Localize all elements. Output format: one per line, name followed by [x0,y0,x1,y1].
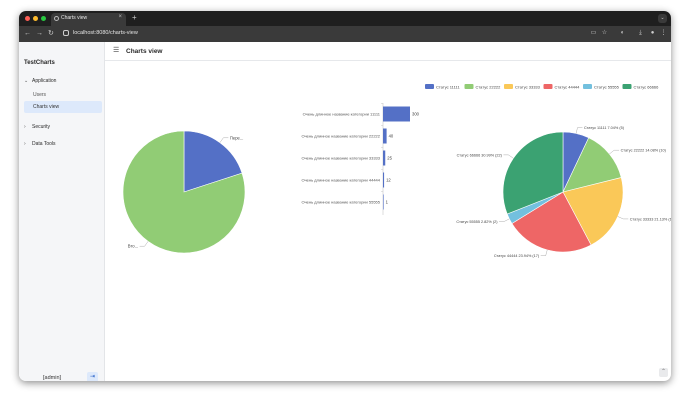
reload-button[interactable]: ↻ [48,30,54,37]
legend-item[interactable]: Статус 11111 [436,84,460,89]
bar[interactable] [383,106,410,122]
forward-button[interactable]: → [36,30,43,37]
nav-group-security[interactable]: › Security [24,124,50,130]
sidebar-item-charts-view[interactable]: Charts view [24,101,102,113]
chevron-right-icon: › [24,141,26,147]
nav-group-label: Security [32,124,51,130]
site-info-icon[interactable] [63,30,69,36]
profile-icon[interactable]: ● [650,30,655,36]
bar[interactable] [383,128,387,144]
slice-label: Статус 44444 23.94% (17) [494,254,540,258]
bar[interactable] [383,172,385,188]
pie-slice[interactable] [183,130,243,193]
chevron-down-icon: ⌄ [24,78,29,84]
legend-item[interactable]: Статус 44444 [555,84,581,89]
page-title: Charts view [126,48,163,55]
category-label: Очень длинное название категории 33333 [301,156,380,161]
pie-slice[interactable] [502,131,564,215]
browser-window: Charts view × + ⌄ ← → ↻ localhost:8080/c… [19,11,671,381]
legend-swatch[interactable] [464,84,474,89]
more-options-icon[interactable]: ⋮ [660,30,667,36]
bookmark-star-icon[interactable]: ☆ [601,30,608,36]
sidebar-item-label: Charts view [33,104,60,110]
value-label: 12 [386,178,391,183]
bar-chart: Очень длинное название категории 11111 30… [301,103,420,215]
value-label: 25 [387,156,392,161]
browser-toolbar: ← → ↻ localhost:8080/charts-view ▭ ☆ ◐ ⤓… [19,26,671,42]
pie-chart-2: Статус 11111 7.04% (5) Статус 22222 14.08… [456,126,671,258]
bar[interactable] [383,150,386,166]
legend-swatch[interactable] [583,84,592,89]
address-bar[interactable]: localhost:8080/charts-view [61,28,616,40]
category-label: Очень длинное название категории 22222 [301,134,380,139]
minimize-window-icon[interactable] [33,16,38,21]
url-text[interactable]: localhost:8080/charts-view [73,30,138,36]
sidebar-item-users[interactable]: Users [24,89,102,101]
nav-group-application[interactable]: ⌄ Application [24,78,56,84]
tab-search-button[interactable]: ⌄ [658,14,667,23]
category-label: Очень длинное название категории 44444 [301,178,380,183]
charts-canvas: Пере... Вто... Очень длинное название кат… [122,84,671,258]
pie-slice[interactable] [562,137,622,193]
category-label: Очень длинное название категории 55555 [301,200,380,205]
slice-label: Статус 33333 21.13% (15) [630,217,671,221]
charts-area: Пере... Вто... Очень длинное название кат… [105,61,671,381]
slice-label: Пере... [230,135,244,140]
sidebar-item-label: Users [33,92,47,98]
slice-label: Статус 66666 30.99% (22) [457,153,503,157]
sidebar: TestCharts ⌄ Application Users Charts vie… [19,42,105,381]
current-user: [admin] [43,375,62,381]
nav-group-label: Application [32,78,57,84]
tab-close-icon[interactable]: × [118,14,122,20]
page-header: ☰ Charts view [105,42,671,61]
logout-button[interactable]: ⇥ [87,372,98,381]
close-window-icon[interactable] [25,16,30,21]
legend-swatch[interactable] [543,84,553,89]
legend-item[interactable]: Статус 33333 [515,84,541,89]
category-label: Очень длинное название категории 11111 [303,112,381,117]
value-label: 300 [412,112,420,117]
value-label: 1 [386,200,389,205]
value-label: 40 [389,134,394,139]
globe-icon [54,16,59,21]
nav-group-data-tools[interactable]: › Data Tools [24,141,56,147]
slice-label: Статус 22222 14.08% (10) [621,149,667,153]
legend-item[interactable]: Статус 22222 [476,84,502,89]
legend-swatch[interactable] [425,84,434,89]
download-icon[interactable]: ⤓ [639,30,642,36]
browser-tab[interactable]: Charts view × [51,13,126,26]
slice-label: Статус 55555 2.82% (2) [456,220,498,224]
legend-swatch[interactable] [622,84,632,89]
maximize-window-icon[interactable] [41,16,46,21]
new-tab-button[interactable]: + [132,13,137,22]
scroll-to-top-button[interactable]: ⌃ [659,368,668,377]
back-button[interactable]: ← [24,30,31,37]
tab-title: Charts view [61,15,88,21]
chevron-right-icon: › [24,124,26,130]
extensions-icon[interactable]: ◐ [620,30,625,36]
legend-swatch[interactable] [504,84,513,89]
legend-item[interactable]: Статус 66666 [634,84,660,89]
menu-toggle-icon[interactable]: ☰ [113,47,120,54]
pie-slice[interactable] [562,177,624,246]
bar[interactable] [383,194,384,210]
cast-icon[interactable]: ▭ [590,30,597,36]
chart-legend: Статус 11111 Статус 22222 Статус 33333 Стат… [425,84,659,89]
nav-group-label: Data Tools [32,141,56,147]
browser-tab-bar: Charts view × + ⌄ [19,11,671,26]
legend-item[interactable]: Статус 55555 [594,84,620,89]
app-brand: TestCharts [24,60,55,66]
slice-label: Вто... [128,244,138,249]
pie-chart-1: Пере... Вто... [122,130,246,254]
slice-label: Статус 11111 7.04% (5) [584,126,625,130]
